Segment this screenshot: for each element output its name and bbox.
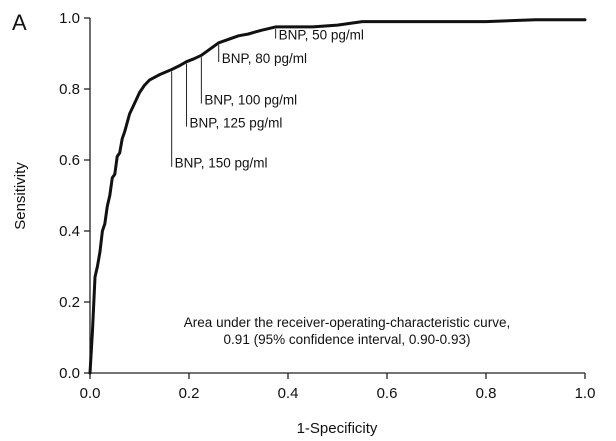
x-tick-label: 1.0 bbox=[575, 385, 596, 402]
y-tick-label: 0.4 bbox=[59, 223, 80, 240]
annotation-label: BNP, 80 pg/ml bbox=[222, 51, 307, 66]
panel-label: A bbox=[12, 10, 27, 35]
x-tick-label: 0.4 bbox=[278, 385, 299, 402]
roc-curve-line bbox=[88, 18, 587, 375]
auc-note-line-2: 0.91 (95% confidence interval, 0.90-0.93… bbox=[224, 332, 471, 347]
annotation-label: BNP, 150 pg/ml bbox=[175, 156, 268, 171]
x-axis-label: 1-Specificity bbox=[297, 420, 378, 437]
auc-note: Area under the receiver-operating-charac… bbox=[184, 315, 510, 347]
y-tick-label: 1.0 bbox=[59, 10, 80, 27]
annotation-label: BNP, 100 pg/ml bbox=[204, 93, 297, 108]
annotation-label: BNP, 125 pg/ml bbox=[190, 116, 283, 131]
x-tick-label: 0.2 bbox=[179, 385, 200, 402]
plot-frame bbox=[89, 18, 585, 374]
x-tick-label: 0.0 bbox=[80, 385, 101, 402]
annotation-label: BNP, 50 pg/ml bbox=[279, 28, 364, 43]
x-tick-label: 0.8 bbox=[476, 385, 497, 402]
y-axis-label: Sensitivity bbox=[12, 162, 29, 230]
y-axis: 0.0 0.2 0.4 0.6 0.8 1.0 bbox=[59, 10, 90, 382]
y-tick-label: 0.6 bbox=[59, 152, 80, 169]
y-tick-label: 0.8 bbox=[59, 81, 80, 98]
y-tick-label: 0.0 bbox=[59, 365, 80, 382]
x-axis: 0.0 0.2 0.4 0.6 0.8 1.0 bbox=[80, 373, 596, 402]
y-tick-label: 0.2 bbox=[59, 294, 80, 311]
x-tick-label: 0.6 bbox=[377, 385, 398, 402]
auc-note-line-1: Area under the receiver-operating-charac… bbox=[184, 315, 510, 330]
threshold-annotations: BNP, 50 pg/ml BNP, 80 pg/ml BNP, 100 pg/ml… bbox=[171, 28, 364, 171]
